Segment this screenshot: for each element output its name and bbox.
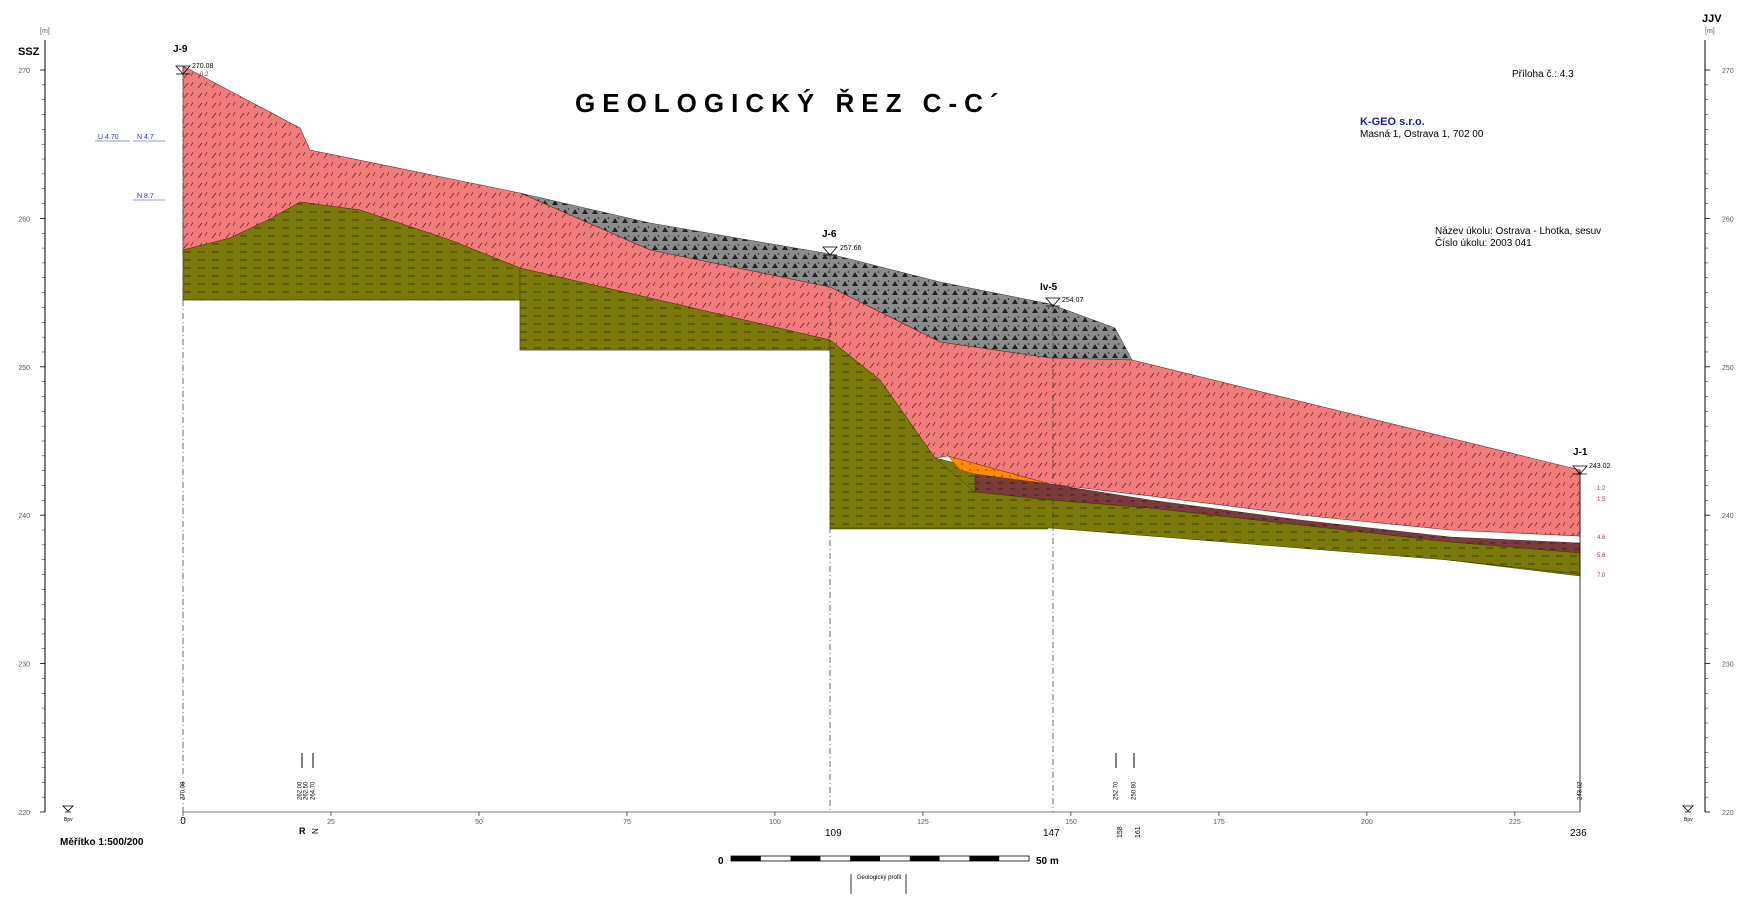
j1-depth-labels: 1.2 1.5 4.6 5.6 7.0 bbox=[1597, 486, 1606, 579]
attachment-label: Příloha č.: 4.3 bbox=[1512, 69, 1574, 80]
borehole-j9: J-9 270.08 0.2 bbox=[173, 44, 214, 78]
elevation-tick-label: 270 bbox=[1722, 68, 1734, 75]
water-mark-label: U 4.70 bbox=[98, 134, 119, 141]
olive-right-block bbox=[829, 339, 1581, 575]
page-title: GEOLOGICKÝ ŘEZ C-C´ bbox=[575, 88, 1006, 118]
j1-depth-label: 5.6 bbox=[1597, 553, 1606, 559]
distance-tick-label: 100 bbox=[769, 819, 781, 826]
left-axis-unit: [m] bbox=[40, 28, 50, 35]
borehole-name: J-6 bbox=[822, 229, 837, 240]
distance-tick-label: 150 bbox=[1065, 819, 1077, 826]
olive-lower-block bbox=[182, 201, 521, 301]
j1-depth-label: 7.0 bbox=[1597, 573, 1606, 579]
scale-segment bbox=[731, 856, 761, 861]
datum-left: Bpv bbox=[62, 805, 74, 823]
side-water-marks: U 4.70 N 4.7 N 8.7 bbox=[95, 134, 165, 201]
borehole-depth-note: 0.2 bbox=[200, 72, 209, 78]
left-elevation-axis: 270 260 250 240 230 220 bbox=[18, 40, 46, 817]
borehole-name: J-1 bbox=[1573, 447, 1588, 458]
scale-segment bbox=[969, 856, 1000, 861]
borehole-elevation: 243.02 bbox=[1589, 463, 1611, 470]
distance-label-147: 147 bbox=[1043, 828, 1060, 839]
distance-tick-label: 225 bbox=[1509, 819, 1521, 826]
bottom-point-label: 250.80 bbox=[1132, 781, 1138, 800]
elevation-tick-label: 240 bbox=[1722, 513, 1734, 520]
water-mark-label: N 8.7 bbox=[137, 193, 154, 200]
elevation-tick-label: 220 bbox=[18, 810, 30, 817]
elevation-tick-label: 230 bbox=[18, 662, 30, 669]
distance-tick-label: 50 bbox=[475, 819, 483, 826]
svg-text:Bpv: Bpv bbox=[1684, 817, 1693, 823]
scalebar-start: 0 bbox=[718, 856, 724, 867]
borehole-j6: J-6 257.66 bbox=[822, 229, 862, 256]
company-address: Masná 1, Ostrava 1, 702 00 bbox=[1360, 129, 1484, 140]
borehole-name: Iv-5 bbox=[1040, 282, 1058, 293]
elevation-tick-label: 250 bbox=[1722, 365, 1734, 372]
bottom-point-label: 243.02 bbox=[1578, 781, 1584, 800]
bottom-x-label-n: N bbox=[311, 828, 320, 834]
direction-left: SSZ bbox=[18, 46, 40, 58]
borehole-elevation: 254.07 bbox=[1062, 297, 1084, 304]
elevation-tick-label: 220 bbox=[1722, 810, 1734, 817]
distance-tick-label: 0 bbox=[180, 816, 186, 827]
datum-right: Bpv bbox=[1682, 805, 1694, 823]
bottom-point-label: 262.00 bbox=[298, 781, 304, 800]
profile-label-box: Geologický profil bbox=[850, 874, 907, 894]
bottom-x-label-r: R bbox=[299, 826, 306, 836]
j1-depth-label: 1.5 bbox=[1597, 497, 1606, 503]
distance-label-158: 158 bbox=[1117, 826, 1124, 838]
bottom-point-label: 270.08 bbox=[181, 781, 187, 800]
scale-segment bbox=[790, 856, 821, 861]
distance-axis-ticks: 0 25 50 75 100 125 150 175 200 225 bbox=[180, 812, 1521, 827]
scale-segment bbox=[909, 856, 940, 861]
bottom-point-labels: 270.08 262.00 262.50 264.70 252.70 250.80 243.… bbox=[181, 781, 1584, 800]
distance-tick-label: 25 bbox=[327, 819, 335, 826]
bottom-point-marks bbox=[301, 753, 1135, 768]
elevation-tick-label: 250 bbox=[18, 365, 30, 372]
company-name: K-GEO s.r.o. bbox=[1360, 116, 1425, 128]
borehole-name: J-9 bbox=[173, 44, 188, 55]
j1-depth-label: 4.6 bbox=[1597, 535, 1606, 541]
elevation-tick-label: 260 bbox=[1722, 216, 1734, 223]
scale-text: Měřítko 1:500/200 bbox=[60, 837, 144, 848]
elevation-tick-label: 270 bbox=[18, 68, 30, 75]
distance-tick-label: 75 bbox=[623, 819, 631, 826]
svg-text:Bpv: Bpv bbox=[64, 817, 73, 823]
water-mark-label: N 4.7 bbox=[137, 134, 154, 141]
scalebar-end: 50 m bbox=[1036, 856, 1059, 867]
elevation-tick-label: 230 bbox=[1722, 662, 1734, 669]
distance-label-236: 236 bbox=[1570, 828, 1587, 839]
distance-tick-label: 125 bbox=[917, 819, 929, 826]
direction-right: JJV bbox=[1702, 13, 1722, 25]
task-number: Číslo úkolu: 2003 041 bbox=[1435, 236, 1532, 249]
elevation-tick-label: 260 bbox=[18, 216, 30, 223]
task-name: Název úkolu: Ostrava - Lhotka, sesuv bbox=[1435, 226, 1601, 237]
borehole-iv5: Iv-5 254.07 bbox=[1040, 282, 1084, 307]
j1-depth-label: 1.2 bbox=[1597, 486, 1606, 492]
borehole-elevation: 257.66 bbox=[840, 245, 862, 252]
elevation-tick-label: 240 bbox=[18, 513, 30, 520]
right-elevation-axis: 270 260 250 240 230 220 bbox=[1704, 40, 1734, 817]
bottom-point-label: 252.70 bbox=[1114, 781, 1120, 800]
scale-bar: 0 50 m bbox=[718, 855, 1059, 867]
bottom-point-label: 264.70 bbox=[311, 781, 317, 800]
borehole-lines bbox=[182, 66, 1581, 812]
distance-label-161: 161 bbox=[1135, 826, 1142, 838]
geology-layers bbox=[182, 65, 1581, 577]
bottom-point-label: 262.50 bbox=[304, 781, 310, 800]
borehole-j1: J-1 243.02 1.2 1.5 4.6 5.6 7.0 bbox=[1572, 447, 1611, 579]
borehole-elevation: 270.08 bbox=[192, 63, 214, 70]
distance-label-109: 109 bbox=[825, 828, 842, 839]
distance-tick-label: 175 bbox=[1213, 819, 1225, 826]
distance-tick-label: 200 bbox=[1361, 819, 1373, 826]
scale-segment bbox=[850, 856, 880, 861]
right-axis-unit: [m] bbox=[1705, 28, 1715, 35]
profile-label: Geologický profil bbox=[856, 875, 902, 881]
